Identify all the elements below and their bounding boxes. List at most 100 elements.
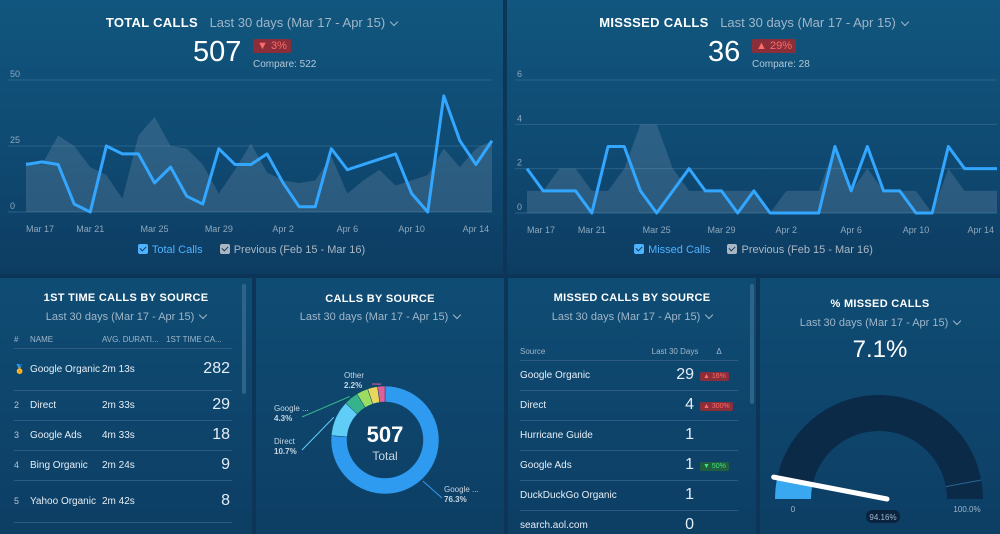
- donut-leader-line: [422, 480, 443, 499]
- total-calls-range-selector[interactable]: Last 30 days (Mar 17 - Apr 15): [209, 15, 399, 30]
- current-series-line[interactable]: [525, 145, 997, 215]
- row-duration: 2m 13s: [102, 348, 166, 391]
- checkbox-checked-icon: [137, 244, 148, 254]
- donut-total-value: 507: [367, 422, 404, 447]
- legend-total-calls[interactable]: Total Calls: [137, 244, 203, 256]
- gauge-min-label: 0: [791, 505, 796, 514]
- missed-calls-chart[interactable]: 6 4 2 0 Mar 17 Mar 21 Mar 25 Mar 29 Apr 2 Apr 6 Ap…: [507, 0, 1000, 240]
- x-tick-label: Mar 29: [707, 225, 735, 235]
- table-row[interactable]: DuckDuckGo Organic 1: [520, 480, 738, 511]
- missed-calls-header: MISSSED CALLS Last 30 days (Mar 17 - Apr…: [507, 15, 1000, 30]
- delta-badge: ▲ 300%: [700, 401, 733, 411]
- x-tick-label: Apr 6: [840, 225, 862, 235]
- missed-calls-panel: MISSSED CALLS Last 30 days (Mar 17 - Apr…: [507, 0, 1000, 274]
- column-header-source[interactable]: Source: [520, 332, 650, 361]
- gauge-marker-tick: [945, 479, 982, 488]
- missed-calls-change: 29%: [769, 40, 792, 52]
- calls-by-source-donut-chart[interactable]: 507 Total Google ...76.3%Direct10.7%Goog…: [256, 278, 504, 534]
- medal-icon: 🏅: [14, 348, 30, 391]
- row-delta: [700, 510, 738, 534]
- x-tick-label: Mar 17: [26, 224, 54, 234]
- pct-missed-range-selector[interactable]: Last 30 days (Mar 17 - Apr 15): [760, 316, 1000, 329]
- table-row[interactable]: 5 Yahoo Organic 2m 42s 8: [14, 480, 232, 523]
- row-count: 9: [166, 450, 232, 481]
- column-header-last-30-days[interactable]: Last 30 Days: [650, 332, 700, 361]
- donut-total-label: Total: [372, 449, 397, 463]
- down-arrow-icon: ▼: [257, 40, 268, 52]
- gauge-marker-pill: [866, 510, 900, 523]
- column-header-avg-duration[interactable]: AVG. DURATI...: [102, 332, 166, 349]
- row-value: 1: [650, 480, 700, 511]
- gauge-track: [775, 395, 983, 499]
- pct-missed-range-label: Last 30 days (Mar 17 - Apr 15): [799, 317, 949, 329]
- previous-period-area: [527, 124, 997, 213]
- table-row[interactable]: search.aol.com 0: [520, 510, 738, 534]
- row-count: 18: [166, 420, 232, 451]
- legend-total-calls-label: Total Calls: [151, 244, 203, 256]
- legend-missed-calls-label: Missed Calls: [648, 244, 711, 256]
- missed-calls-range-selector[interactable]: Last 30 days (Mar 17 - Apr 15): [720, 15, 910, 30]
- missed-by-source-table: Source Last 30 Days Δ Google Organic 29 ▲ …: [520, 332, 738, 534]
- table-row[interactable]: 2 Direct 2m 33s 29: [14, 390, 232, 421]
- row-source-name: Direct: [520, 390, 650, 421]
- missed-calls-title: MISSSED CALLS: [599, 15, 709, 30]
- row-count: 8: [166, 480, 232, 523]
- table-row[interactable]: 3 Google Ads 4m 33s 18: [14, 420, 232, 451]
- delta-badge: ▼ 50%: [700, 461, 729, 471]
- legend-previous-period[interactable]: Previous (Feb 15 - Mar 16): [727, 244, 873, 256]
- column-header-index[interactable]: #: [14, 332, 30, 349]
- scrollbar[interactable]: [242, 284, 246, 394]
- missed-by-source-range-selector[interactable]: Last 30 days (Mar 17 - Apr 15): [508, 310, 756, 323]
- table-row[interactable]: 4 Bing Organic 2m 24s 9: [14, 450, 232, 481]
- checkbox-checked-icon: [634, 244, 645, 254]
- y-tick-label: 2: [517, 158, 522, 168]
- x-tick-label: Apr 10: [903, 225, 930, 235]
- calls-by-source-range-selector[interactable]: Last 30 days (Mar 17 - Apr 15): [256, 310, 504, 323]
- column-header-first-time-calls[interactable]: 1ST TIME CA...: [166, 332, 232, 349]
- scrollbar[interactable]: [750, 284, 754, 404]
- donut-slice-label: Google ...: [274, 404, 309, 413]
- donut-slice[interactable]: [377, 385, 386, 403]
- total-calls-chart[interactable]: 50 25 0 Mar 17 Mar 21 Mar 25 Mar 29 Apr 2 Apr 6 A…: [0, 0, 503, 240]
- current-series-line[interactable]: [25, 94, 494, 214]
- row-source-name: Google Organic: [520, 360, 650, 391]
- legend-previous-label: Previous (Feb 15 - Mar 16): [233, 244, 366, 256]
- row-name: Google Ads: [30, 420, 102, 451]
- total-calls-range-label: Last 30 days (Mar 17 - Apr 15): [209, 15, 386, 30]
- row-name: Yahoo Organic: [30, 480, 102, 523]
- gauge-fill: [775, 475, 813, 499]
- total-calls-compare: Compare: 522: [253, 59, 317, 70]
- calls-by-source-range-label: Last 30 days (Mar 17 - Apr 15): [299, 311, 449, 323]
- missed-by-source-range-label: Last 30 days (Mar 17 - Apr 15): [551, 311, 701, 323]
- delta-badge: ▲ 16%: [700, 371, 729, 381]
- table-header-row: Source Last 30 Days Δ: [520, 332, 738, 361]
- total-calls-change: 3%: [270, 40, 287, 52]
- x-tick-label: Mar 25: [141, 224, 169, 234]
- chevron-down-icon: [705, 310, 714, 320]
- donut-slice[interactable]: [330, 385, 440, 495]
- x-tick-label: Apr 2: [272, 224, 294, 234]
- x-tick-label: Mar 17: [527, 225, 555, 235]
- first-time-calls-range-selector[interactable]: Last 30 days (Mar 17 - Apr 15): [0, 310, 252, 323]
- row-delta: [700, 420, 738, 451]
- column-header-delta[interactable]: Δ: [700, 332, 738, 361]
- y-tick-label: 0: [517, 202, 522, 212]
- pct-missed-title: % MISSED CALLS: [830, 298, 930, 310]
- gauge-needle: [771, 474, 890, 502]
- legend-previous-label: Previous (Feb 15 - Mar 16): [741, 244, 873, 256]
- previous-period-area: [26, 116, 492, 212]
- table-row[interactable]: Hurricane Guide 1: [520, 420, 738, 451]
- first-time-calls-range-label: Last 30 days (Mar 17 - Apr 15): [45, 311, 195, 323]
- pct-missed-value: 7.1%: [852, 336, 908, 363]
- y-tick-label: 50: [10, 69, 20, 79]
- donut-slice-pct: 4.3%: [274, 414, 292, 423]
- legend-missed-calls[interactable]: Missed Calls: [634, 244, 710, 256]
- table-row[interactable]: 🏅 Google Organic 2m 13s 282: [14, 348, 232, 391]
- legend-previous-period[interactable]: Previous (Feb 15 - Mar 16): [219, 244, 366, 256]
- table-row[interactable]: Direct 4 ▲ 300%: [520, 390, 738, 421]
- x-tick-label: Mar 25: [643, 225, 671, 235]
- table-row[interactable]: Google Ads 1 ▼ 50%: [520, 450, 738, 481]
- column-header-name[interactable]: NAME: [30, 332, 102, 349]
- row-name: Google Organic: [30, 348, 102, 391]
- table-row[interactable]: Google Organic 29 ▲ 16%: [520, 360, 738, 391]
